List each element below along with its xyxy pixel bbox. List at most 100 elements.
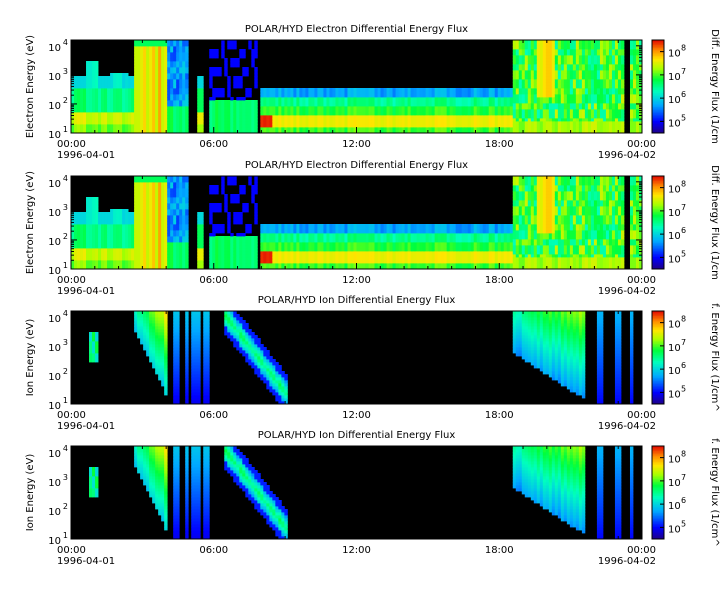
x-tick-time: 18:00 bbox=[485, 545, 514, 556]
colorbar-tick-label: 10 bbox=[668, 501, 681, 512]
y-tick-label: 10 bbox=[48, 401, 61, 412]
y-axis-label: Electron Energy (eV) bbox=[25, 35, 36, 138]
x-tick-time: 00:00 bbox=[57, 410, 86, 421]
x-tick-date: 1996-04-01 bbox=[57, 556, 115, 567]
x-tick-date: 1996-04-02 bbox=[598, 286, 656, 297]
colorbar-tick-exponent: 8 bbox=[681, 44, 686, 53]
x-tick-date: 1996-04-01 bbox=[57, 150, 115, 161]
panel-title: POLAR/HYD Ion Differential Energy Flux bbox=[258, 430, 456, 441]
x-tick-time: 06:00 bbox=[199, 139, 228, 150]
x-tick-time: 12:00 bbox=[342, 410, 371, 421]
colorbar-tick-label: 10 bbox=[668, 49, 681, 60]
colorbar-tick-label: 10 bbox=[668, 524, 681, 535]
x-tick-date: 1996-04-01 bbox=[57, 421, 115, 432]
y-tick-label: 10 bbox=[48, 266, 61, 277]
colorbar-tick-label: 10 bbox=[668, 343, 681, 354]
y-axis-label: Ion Energy (eV) bbox=[25, 454, 36, 532]
x-tick-time: 00:00 bbox=[57, 275, 86, 286]
x-tick-time: 06:00 bbox=[199, 545, 228, 556]
y-tick-label: 10 bbox=[48, 208, 61, 219]
y-tick-exponent: 1 bbox=[63, 531, 68, 540]
colorbar-tick-exponent: 5 bbox=[681, 249, 686, 258]
colorbar-tick-label: 10 bbox=[668, 95, 681, 106]
colorbar-tick-label: 10 bbox=[668, 118, 681, 129]
colorbar-tick-exponent: 7 bbox=[681, 203, 686, 212]
x-tick-time: 18:00 bbox=[485, 410, 514, 421]
y-tick-exponent: 3 bbox=[63, 67, 68, 76]
x-tick-time: 12:00 bbox=[342, 139, 371, 150]
x-tick-time: 00:00 bbox=[627, 139, 656, 150]
spectrogram-panel-2: POLAR/HYD Electron Differential Energy F… bbox=[25, 160, 720, 297]
panel-title: POLAR/HYD Electron Differential Energy F… bbox=[245, 160, 468, 171]
colorbar-tick-label: 10 bbox=[668, 208, 681, 219]
y-tick-label: 10 bbox=[48, 536, 61, 547]
y-tick-exponent: 2 bbox=[63, 96, 68, 105]
colorbar-tick-exponent: 8 bbox=[681, 315, 686, 324]
spectrogram-panel-4: POLAR/HYD Ion Differential Energy Flux10… bbox=[25, 430, 720, 567]
spectrogram-panel-1: POLAR/HYD Electron Differential Energy F… bbox=[25, 24, 720, 161]
y-tick-label: 10 bbox=[48, 478, 61, 489]
y-tick-label: 10 bbox=[48, 130, 61, 141]
colorbar-tick-exponent: 5 bbox=[681, 519, 686, 528]
colorbar-tick-label: 10 bbox=[668, 231, 681, 242]
y-tick-exponent: 4 bbox=[63, 38, 68, 47]
x-tick-date: 1996-04-01 bbox=[57, 286, 115, 297]
heatmap-cells bbox=[89, 446, 634, 540]
y-tick-label: 10 bbox=[48, 72, 61, 83]
y-tick-label: 10 bbox=[48, 237, 61, 248]
x-tick-time: 06:00 bbox=[199, 275, 228, 286]
colorbar-tick-label: 10 bbox=[668, 254, 681, 265]
y-tick-label: 10 bbox=[48, 343, 61, 354]
colorbar-tick-exponent: 6 bbox=[681, 90, 686, 99]
y-tick-exponent: 1 bbox=[63, 125, 68, 134]
colorbar-tick-label: 10 bbox=[668, 366, 681, 377]
heatmap-cells bbox=[71, 176, 643, 270]
colorbar-label: Diff. Energy Flux (1/cm bbox=[709, 165, 720, 280]
colorbar-label: Diff. Energy Flux (1/cm bbox=[709, 29, 720, 144]
x-tick-time: 12:00 bbox=[342, 275, 371, 286]
x-tick-time: 00:00 bbox=[627, 410, 656, 421]
y-tick-label: 10 bbox=[48, 314, 61, 325]
colorbar-tick-label: 10 bbox=[668, 320, 681, 331]
spectrogram-panel-3: POLAR/HYD Ion Differential Energy Flux10… bbox=[25, 295, 720, 432]
y-tick-label: 10 bbox=[48, 372, 61, 383]
colorbar-tick-label: 10 bbox=[668, 185, 681, 196]
colorbar-tick-exponent: 7 bbox=[681, 338, 686, 347]
colorbar-label: f. Energy Flux (1/cm^ bbox=[709, 438, 720, 547]
y-tick-exponent: 3 bbox=[63, 203, 68, 212]
y-tick-label: 10 bbox=[48, 101, 61, 112]
x-tick-time: 12:00 bbox=[342, 545, 371, 556]
colorbar-tick-exponent: 8 bbox=[681, 450, 686, 459]
colorbar-label: f. Energy Flux (1/cm^ bbox=[709, 303, 720, 412]
x-tick-time: 06:00 bbox=[199, 410, 228, 421]
colorbar-tick-exponent: 7 bbox=[681, 473, 686, 482]
y-tick-exponent: 1 bbox=[63, 261, 68, 270]
x-tick-time: 00:00 bbox=[627, 275, 656, 286]
heatmap-cells bbox=[71, 40, 643, 134]
y-tick-exponent: 4 bbox=[63, 309, 68, 318]
y-tick-label: 10 bbox=[48, 43, 61, 54]
x-tick-time: 00:00 bbox=[57, 545, 86, 556]
x-tick-time: 18:00 bbox=[485, 275, 514, 286]
y-tick-exponent: 2 bbox=[63, 367, 68, 376]
colorbar-tick-label: 10 bbox=[668, 478, 681, 489]
colorbar-tick-exponent: 7 bbox=[681, 67, 686, 76]
colorbar-tick-exponent: 5 bbox=[681, 113, 686, 122]
y-tick-exponent: 4 bbox=[63, 444, 68, 453]
y-tick-label: 10 bbox=[48, 507, 61, 518]
y-tick-exponent: 1 bbox=[63, 396, 68, 405]
x-tick-date: 1996-04-02 bbox=[598, 556, 656, 567]
colorbar-tick-exponent: 6 bbox=[681, 226, 686, 235]
colorbar-tick-label: 10 bbox=[668, 389, 681, 400]
y-tick-exponent: 3 bbox=[63, 473, 68, 482]
panel-title: POLAR/HYD Ion Differential Energy Flux bbox=[258, 295, 456, 306]
colorbar-tick-exponent: 6 bbox=[681, 361, 686, 370]
colorbar-tick-exponent: 8 bbox=[681, 180, 686, 189]
y-axis-label: Electron Energy (eV) bbox=[25, 171, 36, 274]
x-tick-time: 00:00 bbox=[57, 139, 86, 150]
heatmap-cells bbox=[89, 311, 634, 405]
y-tick-label: 10 bbox=[48, 179, 61, 190]
y-tick-label: 10 bbox=[48, 449, 61, 460]
